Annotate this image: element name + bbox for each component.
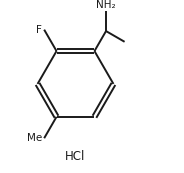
Text: NH₂: NH₂: [96, 1, 116, 10]
Text: HCl: HCl: [65, 150, 86, 163]
Text: Me: Me: [27, 133, 42, 143]
Text: F: F: [36, 25, 42, 35]
